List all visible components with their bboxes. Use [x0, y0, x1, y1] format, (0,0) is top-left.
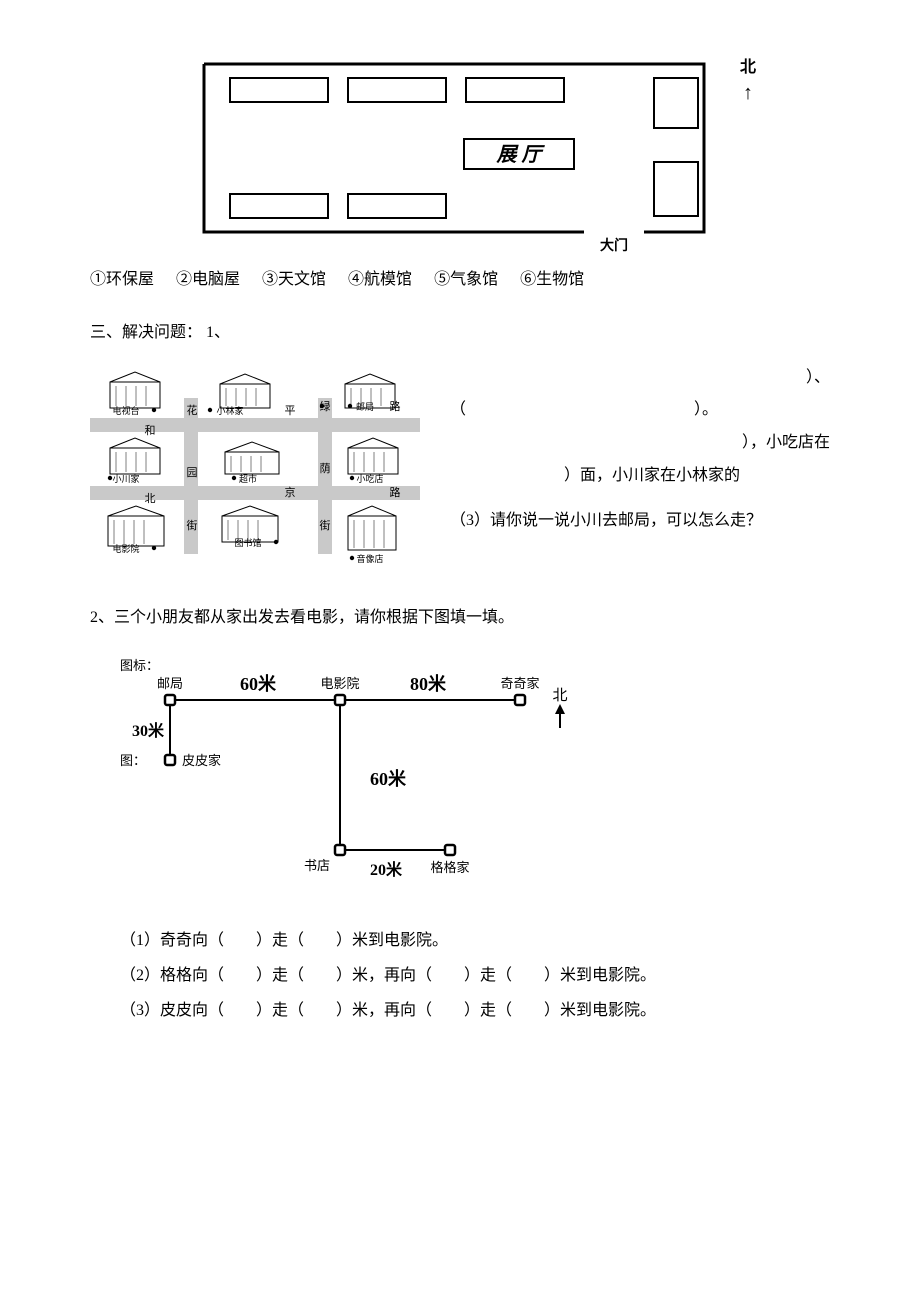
svg-text:60米: 60米 — [370, 768, 407, 789]
q1-line3: ），小吃店在 — [450, 429, 830, 458]
q1-line5: （3）请你说一说小川去邮局，可以怎么走？ — [450, 507, 830, 536]
svg-text:奇奇家: 奇奇家 — [500, 676, 539, 691]
legend-item: ①环保屋 — [90, 271, 154, 288]
svg-text:街: 街 — [320, 518, 331, 532]
svg-text:和: 和 — [145, 424, 156, 437]
svg-text:图书馆: 图书馆 — [234, 537, 261, 548]
compass-arrow-icon: ↑ — [743, 83, 753, 103]
svg-text:展 厅: 展 厅 — [496, 144, 546, 166]
svg-text:花: 花 — [187, 404, 198, 417]
svg-text:电视台: 电视台 — [112, 405, 139, 416]
legend-item: ②电脑屋 — [176, 271, 240, 288]
question-2-intro: 2、三个小朋友都从家出发去看电影，请你根据下图填一填。 — [90, 604, 830, 633]
svg-text:20米: 20米 — [370, 860, 403, 879]
svg-text:京: 京 — [285, 485, 296, 499]
svg-text:80米: 80米 — [410, 673, 447, 694]
svg-text:小吃店: 小吃店 — [356, 473, 383, 484]
svg-text:邮局: 邮局 — [356, 401, 374, 412]
exhibition-floorplan: 展 厅大门 — [200, 60, 730, 258]
svg-text:图：: 图： — [120, 753, 146, 768]
q1-line2: （ ）。 — [450, 396, 830, 425]
svg-text:大门: 大门 — [600, 237, 628, 254]
legend-item: ⑤气象馆 — [434, 271, 498, 288]
q1-line1: ）、 — [450, 364, 830, 393]
svg-text:书店: 书店 — [304, 858, 330, 873]
q2-sub1: （1）奇奇向（ ）走（ ）米到电影院。 — [90, 927, 830, 956]
svg-text:超市: 超市 — [239, 473, 257, 484]
svg-text:小林家: 小林家 — [216, 405, 243, 416]
section-3-title: 三、解决问题： 1、 — [90, 319, 830, 348]
question-2-list: （1）奇奇向（ ）走（ ）米到电影院。 （2）格格向（ ）走（ ）米，再向（ ）… — [90, 927, 830, 1025]
svg-text:园: 园 — [187, 466, 198, 479]
svg-text:平: 平 — [285, 405, 296, 417]
question-1-container: 电视台花小林家平绿邮局路和园小川家超市荫小吃店北京路街电影院图书馆街音像店 ）、… — [90, 354, 830, 564]
svg-text:格格家: 格格家 — [430, 860, 469, 875]
svg-text:邮局: 邮局 — [157, 676, 183, 691]
svg-text:电影院: 电影院 — [112, 543, 139, 554]
svg-text:路: 路 — [390, 486, 401, 499]
legend-item: ③天文馆 — [262, 271, 326, 288]
svg-text:30米: 30米 — [132, 721, 165, 740]
svg-text:绿: 绿 — [320, 399, 331, 413]
legend-item: ④航模馆 — [348, 271, 412, 288]
svg-text:街: 街 — [187, 518, 198, 532]
svg-text:北: 北 — [552, 687, 567, 704]
diagram1-container: 展 厅大门 北 ↑ — [200, 60, 830, 258]
q1-line4: ）面，小川家在小林家的 — [450, 462, 830, 491]
svg-text:小川家: 小川家 — [112, 473, 139, 484]
svg-text:60米: 60米 — [240, 673, 277, 694]
svg-text:图标：: 图标： — [120, 658, 159, 673]
compass-north: 北 ↑ — [740, 54, 756, 103]
legend-list: ①环保屋 ②电脑屋 ③天文馆 ④航模馆 ⑤气象馆 ⑥生物馆 — [90, 266, 830, 295]
svg-text:路: 路 — [390, 400, 401, 413]
q2-sub2: （2）格格向（ ）走（ ）米，再向（ ）走（ ）米到电影院。 — [90, 962, 830, 991]
svg-text:电影院: 电影院 — [320, 676, 359, 691]
svg-text:荫: 荫 — [320, 462, 331, 475]
question-1-text: ）、 （ ）。 ），小吃店在 ）面，小川家在小林家的 （3）请你说一说小川去邮局… — [450, 354, 830, 540]
svg-text:北: 北 — [145, 492, 156, 505]
legend-item: ⑥生物馆 — [520, 271, 584, 288]
street-map: 电视台花小林家平绿邮局路和园小川家超市荫小吃店北京路街电影院图书馆街音像店 — [90, 354, 420, 564]
compass-label: 北 — [740, 54, 756, 83]
distance-map: 图标： 60米 80米 30米 60米 20米 邮局 电影院 奇奇家皮皮家书店 格格家 图： 北 — [90, 640, 610, 910]
svg-text:皮皮家: 皮皮家 — [182, 753, 221, 768]
q2-sub3: （3）皮皮向（ ）走（ ）米，再向（ ）走（ ）米到电影院。 — [90, 997, 830, 1026]
svg-text:音像店: 音像店 — [356, 553, 383, 564]
